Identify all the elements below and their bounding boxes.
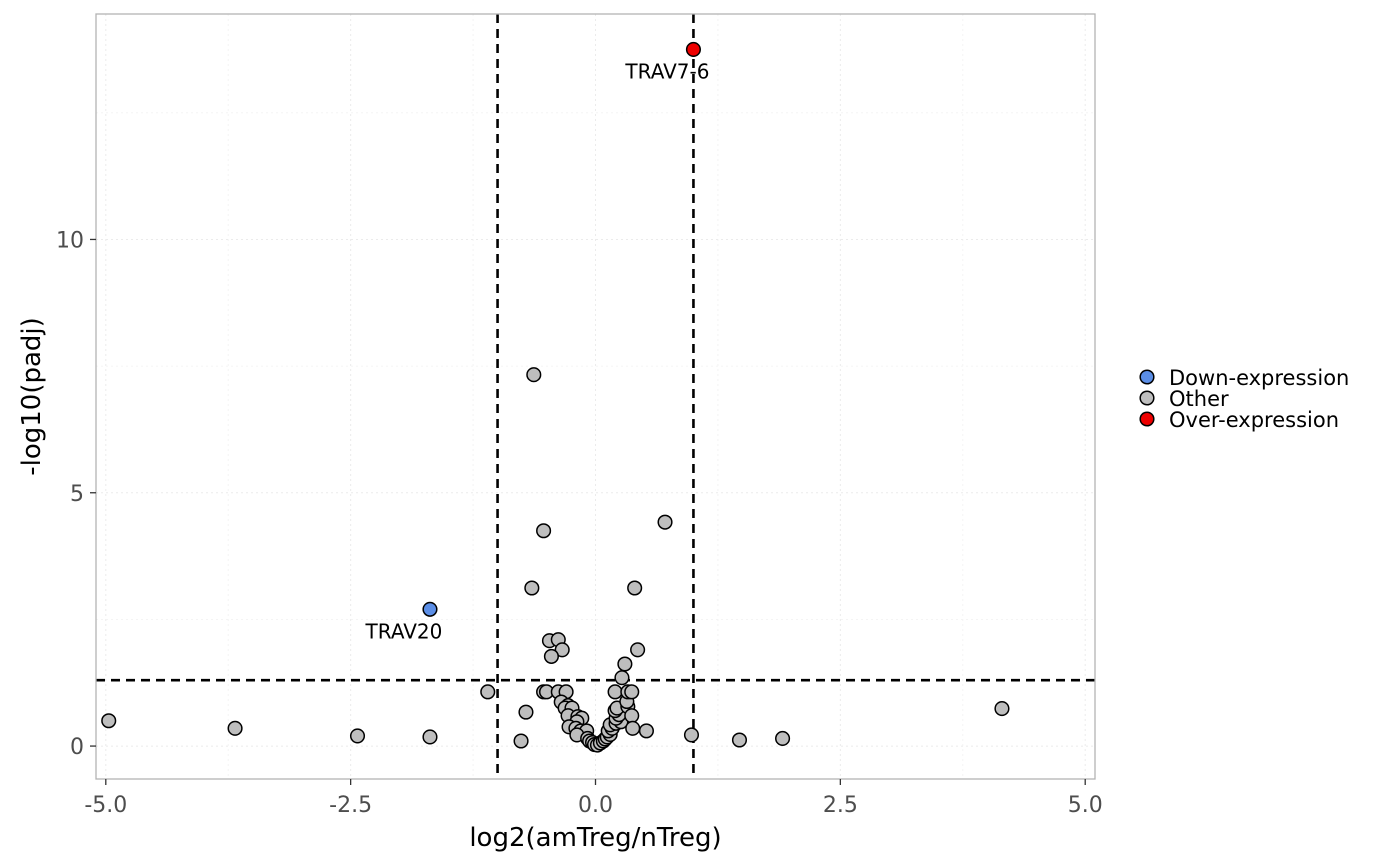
data-point-57 xyxy=(614,670,630,686)
data-point-4 xyxy=(349,728,366,744)
data-point-62 xyxy=(624,708,640,724)
data-point-63 xyxy=(625,720,641,736)
legend-label-0: Down-expression xyxy=(1169,366,1349,390)
x-tick-label-4: 5.0 xyxy=(1068,793,1103,818)
x-axis-title: log2(amTreg/nTreg) xyxy=(469,823,721,853)
x-tick-label-0: -5.0 xyxy=(84,793,127,818)
data-point-58 xyxy=(617,656,633,672)
point-label-1: TRAV20 xyxy=(365,619,443,643)
data-point-8 xyxy=(518,704,534,720)
data-point-68 xyxy=(994,701,1010,717)
data-point-15 xyxy=(543,648,559,664)
threshold-lines xyxy=(96,14,1095,779)
data-point-14 xyxy=(554,642,570,658)
data-point-0 xyxy=(685,41,701,58)
data-points xyxy=(101,41,1010,753)
data-point-54 xyxy=(607,684,623,700)
data-point-60 xyxy=(627,580,643,596)
legend-key-2 xyxy=(1139,411,1155,427)
data-point-67 xyxy=(775,730,791,747)
legend-label-2: Over-expression xyxy=(1169,408,1339,432)
data-point-59 xyxy=(630,642,646,658)
y-axis: 0 5 10 xyxy=(56,228,96,760)
data-point-11 xyxy=(524,580,540,596)
x-tick-label-2: 0.0 xyxy=(578,793,613,818)
legend-label-1: Other xyxy=(1169,387,1229,411)
legend-key-1 xyxy=(1139,390,1155,406)
data-point-6 xyxy=(480,684,496,700)
y-tick-label-2: 10 xyxy=(56,228,84,253)
data-point-61 xyxy=(657,514,673,530)
point-labels: TRAV7-6 TRAV20 xyxy=(365,59,710,643)
x-tick-label-3: 2.5 xyxy=(823,793,858,818)
point-label-0: TRAV7-6 xyxy=(624,59,709,83)
grid-lines xyxy=(96,14,1095,779)
data-point-9 xyxy=(526,367,542,383)
data-point-65 xyxy=(683,727,700,743)
y-axis-title: -log10(padj) xyxy=(17,317,47,476)
legend-key-0 xyxy=(1139,369,1155,385)
data-point-2 xyxy=(101,713,117,729)
y-tick-label-1: 5 xyxy=(70,482,84,507)
x-axis: -5.0 -2.5 0.0 2.5 5.0 xyxy=(84,779,1103,818)
data-point-66 xyxy=(731,732,748,748)
data-point-7 xyxy=(513,733,529,749)
data-point-5 xyxy=(422,729,438,745)
y-tick-label-0: 0 xyxy=(70,735,84,760)
data-point-64 xyxy=(638,723,654,739)
data-point-10 xyxy=(536,523,552,539)
data-point-56 xyxy=(624,684,640,700)
data-point-1 xyxy=(422,601,438,617)
x-tick-label-1: -2.5 xyxy=(329,793,372,818)
data-point-3 xyxy=(227,720,243,736)
